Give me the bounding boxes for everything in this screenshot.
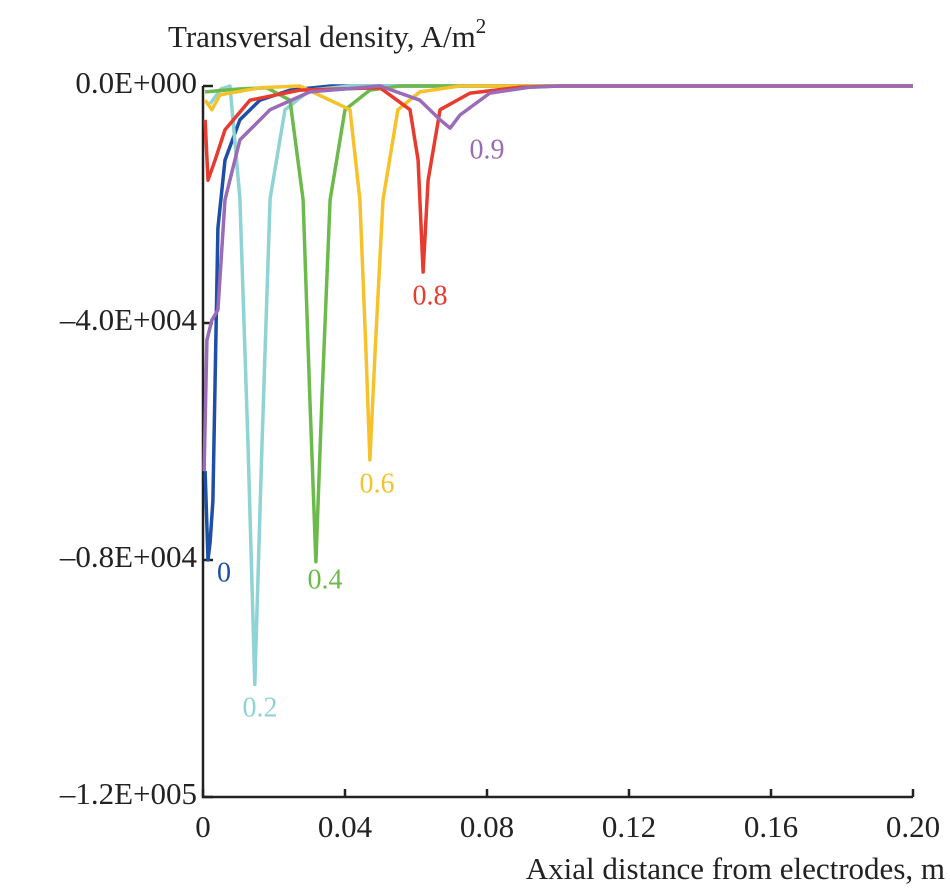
series-label: 0.2: [243, 692, 278, 723]
series-line: [203, 84, 913, 562]
x-tick-label: 0.08: [460, 809, 514, 844]
axes: [201, 86, 913, 799]
series-line: [204, 84, 913, 564]
y-tick-label: –1.2E+005: [59, 776, 197, 811]
series-label: 0.4: [308, 564, 343, 595]
x-tick-label: 0: [195, 809, 211, 844]
series-line: [202, 84, 913, 472]
series-label: 0.8: [413, 280, 448, 311]
x-tick-label: 0.12: [602, 809, 656, 844]
x-tick-label: 0.16: [744, 809, 798, 844]
y-axis-label-sup: 2: [476, 14, 487, 38]
series-line: [203, 84, 913, 274]
y-tick-label: –4.0E+004: [59, 302, 198, 337]
y-tick-label: –0.8E+004: [59, 539, 198, 574]
y-tick-label: 0.0E+000: [75, 65, 197, 100]
x-axis-label: Axial distance from electrodes, m: [526, 851, 945, 886]
series-label: 0.9: [470, 134, 505, 165]
series-label: 0.6: [360, 468, 395, 499]
y-axis-label: Transversal density, A/m2: [168, 14, 486, 54]
x-tick-label: 0.20: [886, 809, 940, 844]
x-tick-label: 0.04: [318, 809, 373, 844]
y-axis-label-text: Transversal density, A/m: [168, 19, 476, 54]
series-label: 0: [217, 557, 231, 588]
